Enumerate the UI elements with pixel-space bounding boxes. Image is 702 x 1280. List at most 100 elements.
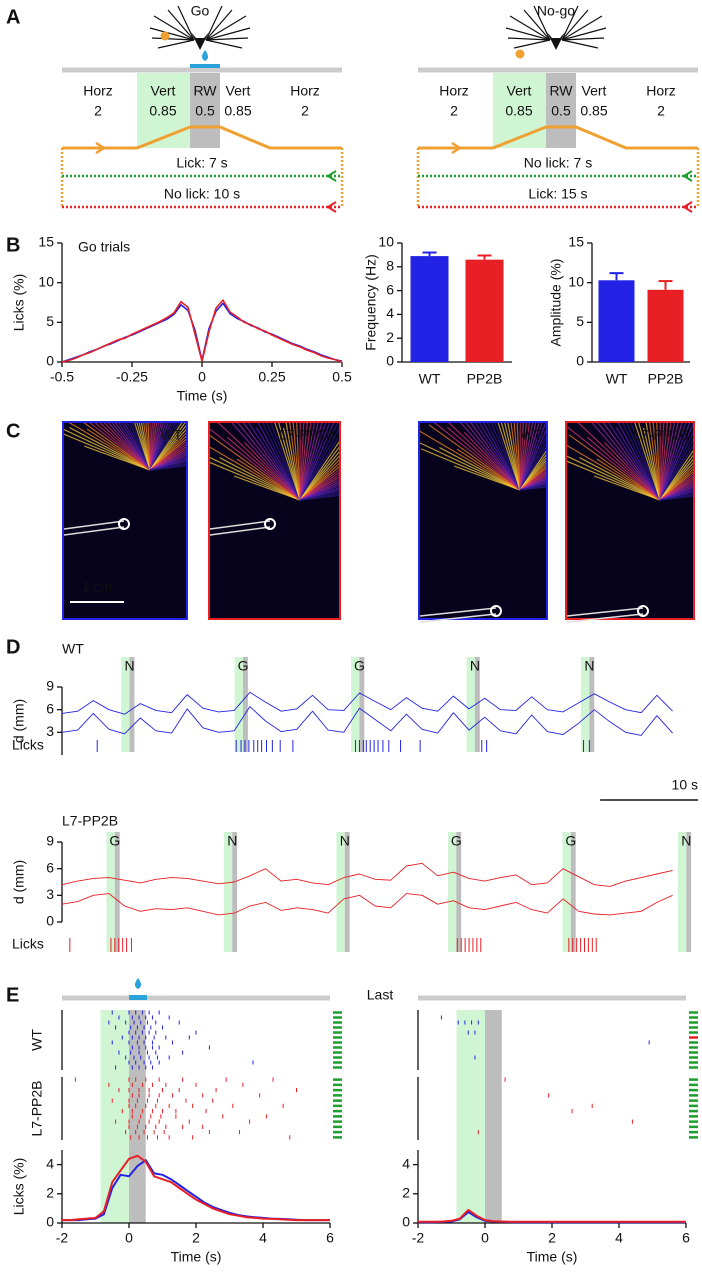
whisker-trace: [431, 421, 521, 491]
reward-window: [474, 657, 480, 752]
x-tick-label: -2: [56, 1230, 69, 1246]
segment-duration: 2: [94, 103, 102, 119]
whisker-trace: [299, 421, 327, 501]
whisker-trace: [519, 483, 548, 491]
arrow: [682, 201, 693, 213]
whisker-trace: [299, 464, 341, 501]
whisker-trace: [149, 421, 170, 471]
segment-duration: 0.85: [580, 103, 607, 119]
whisker-trace: [273, 421, 301, 501]
vert-window: [106, 832, 115, 952]
whisker-trace: [299, 421, 340, 501]
event-label: N: [584, 658, 594, 674]
reward-window: [570, 832, 576, 952]
whisker-trace: [149, 421, 184, 471]
whisker-trace: [659, 421, 691, 501]
data-line: [62, 1154, 330, 1222]
image-border: [418, 421, 548, 620]
whisker-trace: [277, 421, 301, 501]
whisker-trace: [299, 480, 341, 501]
segment-duration: 0.85: [224, 103, 251, 119]
feedback-label: Lick: 15 s: [528, 186, 587, 202]
segment-name: RW: [549, 83, 573, 99]
mouse-head: [547, 32, 565, 50]
whisker-trace: [106, 421, 151, 471]
x-tick-label: -0.25: [116, 369, 148, 385]
image-border: [208, 421, 341, 620]
segment-duration: 0.85: [505, 103, 532, 119]
whisker-trace: [149, 421, 160, 471]
whisker-trace: [519, 457, 548, 491]
whisker-trace: [149, 422, 188, 471]
whisker-trace: [149, 421, 156, 471]
event-label: N: [340, 833, 350, 849]
whisker-trace: [659, 492, 695, 501]
whisker-trace: [506, 421, 521, 491]
pole-tip: [264, 518, 276, 530]
whisker-trace: [149, 421, 188, 471]
whisker-trace: [299, 460, 341, 501]
whisker-trace: [299, 470, 341, 501]
whisker-trace: [496, 421, 521, 491]
whisker-trace: [565, 424, 661, 501]
y-tick-label: 5: [576, 313, 584, 329]
group-label: WT: [29, 1029, 45, 1051]
whisker-trace: [149, 421, 173, 471]
whisker-trace: [299, 494, 341, 501]
whisker-trace: [299, 421, 309, 501]
bar: [647, 289, 684, 362]
whisker-trace: [493, 421, 521, 491]
whisker-trace: [80, 421, 151, 471]
whisker-trace: [637, 421, 661, 501]
segment-name: Horz: [83, 83, 113, 99]
whisker: [561, 39, 599, 49]
whisker-trace: [519, 431, 548, 491]
y-tick-label: 4: [386, 305, 394, 321]
arrow: [451, 141, 463, 155]
whisker-trace: [500, 421, 521, 491]
whisker-trace: [133, 421, 151, 471]
pole: [515, 49, 525, 59]
whisker-trace: [659, 481, 695, 501]
reward-window: [114, 832, 120, 952]
whisker-trace: [616, 421, 661, 501]
x-tick-label: 0.25: [258, 369, 285, 385]
y-tick-label: 6: [46, 859, 54, 875]
whisker-trace: [420, 448, 521, 491]
vert-window: [581, 657, 590, 752]
whisker-trace: [565, 454, 661, 501]
whisker: [153, 15, 195, 41]
y-axis-label: d (mm): [11, 860, 27, 904]
whisker-trace: [299, 424, 341, 501]
whisker-trace: [659, 427, 695, 501]
whisker-trace: [69, 427, 151, 471]
whisker-trace: [473, 421, 521, 491]
whisker-trace: [62, 427, 151, 471]
whisker-trace: [109, 421, 151, 471]
whisker-trace: [565, 459, 661, 501]
segment-name: Vert: [226, 83, 251, 99]
panel-label: D: [6, 636, 20, 658]
y-tick-label: 6: [46, 700, 54, 716]
whisker-trace: [299, 421, 316, 501]
whisker-trace: [149, 421, 158, 471]
whisker-trace: [659, 421, 687, 501]
y-tick-label: 0: [402, 1214, 410, 1230]
whisker-trace: [299, 482, 341, 501]
whisker-trace: [86, 421, 151, 471]
pole-trajectory: [418, 125, 698, 150]
whisker-trace: [149, 421, 165, 471]
whisker-trace: [659, 466, 695, 501]
pole-stem: [209, 526, 271, 536]
vert-window: [121, 657, 130, 752]
chart-title: L7-PP2B: [62, 813, 118, 829]
reward-bar: [190, 64, 220, 68]
whisker-trace: [147, 421, 151, 471]
pole-tip: [118, 518, 130, 530]
whisker-trace: [595, 421, 661, 501]
whisker-trace: [519, 479, 548, 491]
whisker-trace: [130, 421, 151, 471]
whisker-trace: [659, 486, 695, 501]
whisker: [561, 27, 607, 41]
whisker-trace: [269, 421, 301, 501]
